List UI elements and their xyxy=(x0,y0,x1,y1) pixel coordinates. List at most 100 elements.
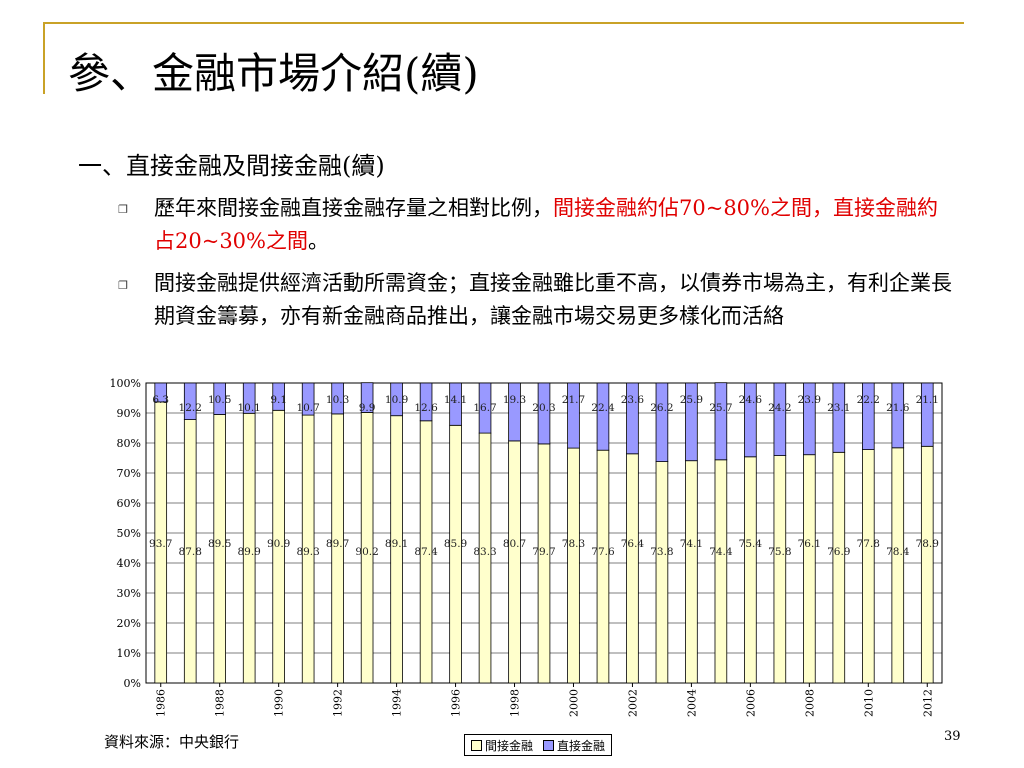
y-tick-label: 60% xyxy=(117,497,141,510)
data-label-indirect: 78.4 xyxy=(886,546,910,558)
bar-indirect xyxy=(803,454,816,684)
x-tick-label: 1996 xyxy=(450,689,463,717)
data-label-direct: 10.1 xyxy=(237,402,260,414)
data-label-direct: 23.6 xyxy=(621,394,645,406)
legend-swatch-direct xyxy=(543,739,555,751)
section-subtitle: 一、直接金融及間接金融(續) xyxy=(78,152,385,180)
data-label-direct: 10.5 xyxy=(208,394,231,406)
x-tick-label: 1998 xyxy=(509,689,522,717)
data-label-direct: 25.7 xyxy=(709,402,732,414)
x-tick-label: 2004 xyxy=(685,689,698,717)
bar-direct xyxy=(596,382,610,451)
bar-direct xyxy=(213,382,227,415)
bar-direct xyxy=(567,382,580,449)
y-tick-label: 70% xyxy=(117,467,141,480)
data-label-direct: 10.9 xyxy=(385,394,408,406)
stacked-bar-chart: 0% 10% 20% 30% 40% 50% 60% 70% 80% 90% 100% 93.7 6.3… xyxy=(110,377,943,717)
data-label-indirect: 74.4 xyxy=(709,546,733,558)
data-label-direct: 21.1 xyxy=(916,394,939,406)
x-tick-label: 1992 xyxy=(332,689,345,717)
bar-direct xyxy=(626,382,639,455)
bar-indirect xyxy=(832,451,846,684)
bar-direct xyxy=(832,382,846,453)
bar-indirect xyxy=(714,459,728,684)
data-label-indirect: 78.9 xyxy=(916,538,939,550)
y-tick-label: 40% xyxy=(117,557,141,570)
y-tick-label: 30% xyxy=(117,587,141,600)
bar-direct xyxy=(301,382,315,416)
bar-direct xyxy=(862,382,875,450)
data-label-direct: 6.3 xyxy=(152,394,169,406)
bullet-square-icon: ❐ xyxy=(118,203,128,216)
data-label-indirect: 77.6 xyxy=(591,546,615,558)
x-tick-label: 2008 xyxy=(803,689,816,717)
data-label-indirect: 78.3 xyxy=(562,538,585,550)
legend-swatch-indirect xyxy=(471,739,482,751)
bar-direct xyxy=(449,382,462,426)
bar-indirect xyxy=(773,455,787,684)
data-label-indirect: 89.9 xyxy=(237,546,260,558)
bullet-1-highlight: 間接金融約佔70~80%之間，直接金融約占20~30%之間 xyxy=(154,196,938,253)
y-tick-label: 90% xyxy=(117,407,141,420)
bar-direct xyxy=(744,382,757,458)
bar-direct xyxy=(508,382,521,442)
bullet-1-text: 歷年來間接金融直接金融存量之相對比例， xyxy=(154,196,553,220)
bar-direct xyxy=(183,382,197,420)
data-label-direct: 23.1 xyxy=(827,402,850,414)
bar-indirect xyxy=(655,461,669,684)
bar-indirect xyxy=(537,443,551,684)
bar-direct xyxy=(685,382,698,462)
data-label-indirect: 89.3 xyxy=(296,546,319,558)
bar-direct xyxy=(419,382,433,422)
bar-direct xyxy=(920,382,934,447)
bar-direct xyxy=(331,382,344,415)
bar-direct xyxy=(390,382,403,417)
data-label-indirect: 75.8 xyxy=(768,546,791,558)
data-label-indirect: 85.9 xyxy=(444,538,467,550)
data-label-direct: 12.2 xyxy=(179,402,202,414)
slide-title: 參、金融市場介紹(續) xyxy=(68,49,479,98)
data-label-direct: 25.9 xyxy=(680,394,703,406)
data-label-direct: 21.6 xyxy=(886,402,910,414)
data-label-direct: 23.9 xyxy=(798,394,821,406)
data-label-direct: 16.7 xyxy=(473,402,496,414)
bar-direct xyxy=(891,382,905,449)
source-note: 資料來源：中央銀行 xyxy=(104,733,240,751)
data-label-direct: 26.2 xyxy=(650,402,673,414)
bar-direct xyxy=(242,382,256,414)
bar-direct xyxy=(272,382,285,411)
legend-label-direct: 直接金融 xyxy=(557,738,606,753)
data-label-indirect: 83.3 xyxy=(473,546,496,558)
bar-indirect xyxy=(567,447,580,684)
bar-indirect xyxy=(596,449,610,684)
y-tick-label: 100% xyxy=(110,377,141,390)
y-tick-label: 20% xyxy=(117,617,141,630)
legend-label-indirect: 間接金融 xyxy=(485,738,534,753)
title-rule-vertical xyxy=(43,22,45,94)
chart-legend: 間接金融 直接金融 xyxy=(464,734,613,756)
data-label-indirect: 93.7 xyxy=(149,538,172,550)
data-label-indirect: 75.4 xyxy=(739,538,763,550)
data-label-direct: 14.1 xyxy=(444,394,467,406)
legend-item-direct: 直接金融 xyxy=(543,737,605,754)
bar-indirect xyxy=(478,432,492,684)
data-label-indirect: 80.7 xyxy=(503,538,526,550)
bullet-square-icon: ❐ xyxy=(118,279,128,292)
bar-direct xyxy=(655,382,669,462)
bar-indirect xyxy=(626,453,639,684)
data-label-indirect: 73.8 xyxy=(650,546,673,558)
data-label-direct: 9.9 xyxy=(359,402,376,414)
bar-direct xyxy=(714,382,728,461)
data-label-direct: 24.6 xyxy=(739,394,763,406)
data-label-indirect: 79.7 xyxy=(532,546,555,558)
data-label-indirect: 77.8 xyxy=(857,538,880,550)
x-tick-label: 2010 xyxy=(862,689,875,717)
data-label-direct: 9.1 xyxy=(270,394,287,406)
data-label-direct: 20.3 xyxy=(532,402,555,414)
bar-direct xyxy=(360,382,374,413)
bar-indirect xyxy=(685,460,698,684)
bar-indirect xyxy=(744,456,757,684)
y-tick-label: 50% xyxy=(117,527,141,540)
x-tick-label: 1986 xyxy=(155,689,168,717)
data-label-direct: 12.6 xyxy=(414,402,438,414)
